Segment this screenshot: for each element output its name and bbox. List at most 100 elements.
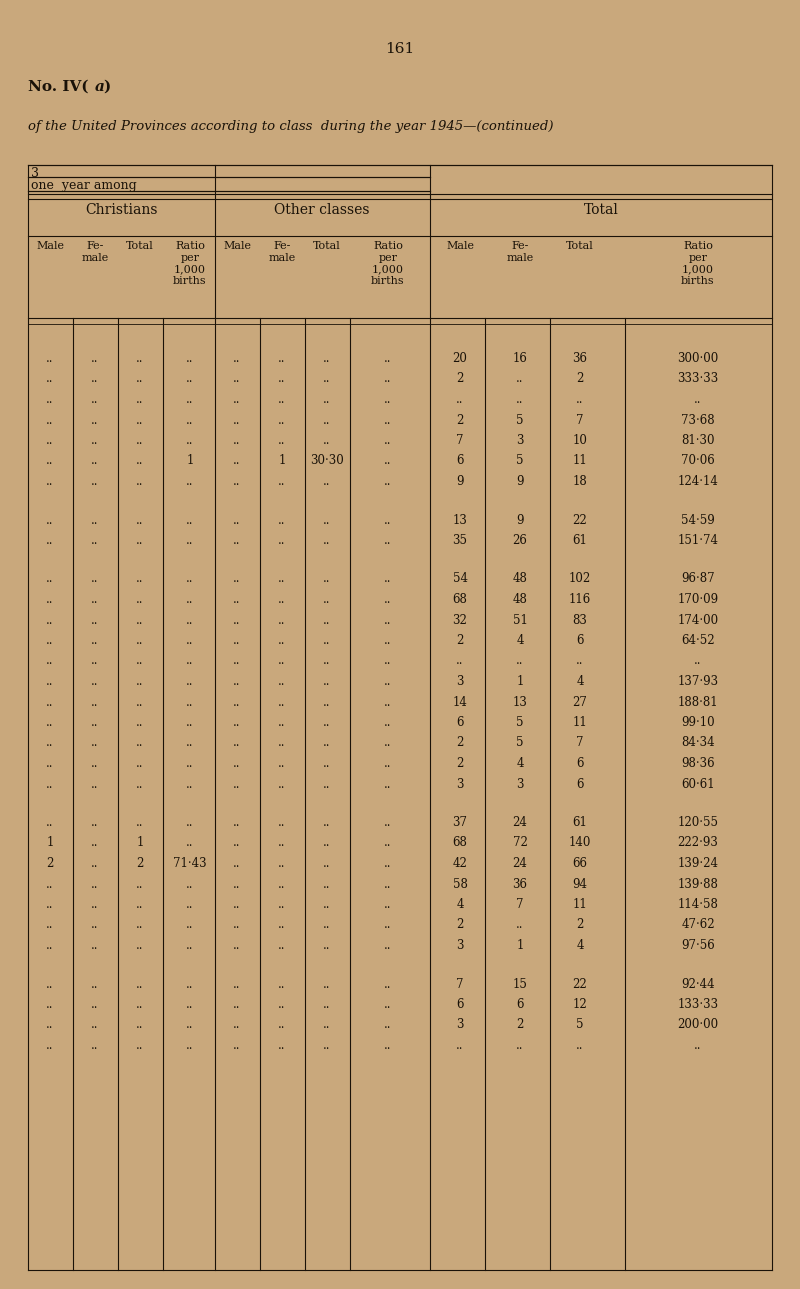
Text: ..: .. <box>91 513 98 526</box>
Text: ..: .. <box>384 898 392 911</box>
Text: ..: .. <box>384 655 392 668</box>
Text: 30·30: 30·30 <box>310 455 344 468</box>
Text: 99·10: 99·10 <box>681 715 715 730</box>
Text: ..: .. <box>278 998 286 1011</box>
Text: 137·93: 137·93 <box>678 675 718 688</box>
Text: ..: .. <box>186 675 194 688</box>
Text: ..: .. <box>91 938 98 953</box>
Text: 73·68: 73·68 <box>681 414 715 427</box>
Text: ..: .. <box>46 373 54 385</box>
Text: ..: .. <box>186 614 194 626</box>
Text: No. IV(: No. IV( <box>28 80 89 94</box>
Text: ..: .. <box>136 414 144 427</box>
Text: 5: 5 <box>516 736 524 749</box>
Text: ..: .. <box>186 476 194 489</box>
Text: ..: .. <box>323 715 330 730</box>
Text: ..: .. <box>323 696 330 709</box>
Text: ..: .. <box>384 393 392 406</box>
Text: 9: 9 <box>456 476 464 489</box>
Text: ..: .. <box>384 414 392 427</box>
Text: 64·52: 64·52 <box>681 634 715 647</box>
Text: ..: .. <box>186 878 194 891</box>
Text: ..: .. <box>136 434 144 447</box>
Text: ..: .. <box>186 938 194 953</box>
Text: ..: .. <box>91 919 98 932</box>
Text: Ratio
per
1,000
births: Ratio per 1,000 births <box>371 241 405 286</box>
Text: ..: .. <box>91 777 98 790</box>
Text: ..: .. <box>91 977 98 990</box>
Text: ..: .. <box>278 373 286 385</box>
Text: Ratio
per
1,000
births: Ratio per 1,000 births <box>681 241 715 286</box>
Text: ..: .. <box>278 736 286 749</box>
Text: ..: .. <box>46 998 54 1011</box>
Text: 27: 27 <box>573 696 587 709</box>
Text: 11: 11 <box>573 455 587 468</box>
Text: 3: 3 <box>516 777 524 790</box>
Text: 139·24: 139·24 <box>678 857 718 870</box>
Text: Male: Male <box>223 241 251 251</box>
Text: ..: .. <box>46 534 54 547</box>
Text: 22: 22 <box>573 977 587 990</box>
Text: ..: .. <box>323 373 330 385</box>
Text: ..: .. <box>46 715 54 730</box>
Text: ..: .. <box>384 1039 392 1052</box>
Text: 61: 61 <box>573 816 587 829</box>
Text: ..: .. <box>46 675 54 688</box>
Text: ..: .. <box>323 816 330 829</box>
Text: ..: .. <box>323 736 330 749</box>
Text: ..: .. <box>136 1018 144 1031</box>
Text: ..: .. <box>384 757 392 770</box>
Text: ..: .. <box>384 938 392 953</box>
Text: 2: 2 <box>456 373 464 385</box>
Text: 16: 16 <box>513 352 527 365</box>
Text: ..: .. <box>91 414 98 427</box>
Text: ..: .. <box>46 634 54 647</box>
Text: 3: 3 <box>456 938 464 953</box>
Text: 3: 3 <box>456 1018 464 1031</box>
Text: ..: .. <box>323 777 330 790</box>
Text: ..: .. <box>234 352 241 365</box>
Text: ..: .. <box>91 1039 98 1052</box>
Text: ..: .. <box>46 878 54 891</box>
Text: ..: .. <box>46 898 54 911</box>
Text: ..: .. <box>91 998 98 1011</box>
Text: 54: 54 <box>453 572 467 585</box>
Text: ..: .. <box>278 715 286 730</box>
Text: 6: 6 <box>576 757 584 770</box>
Text: ..: .. <box>384 373 392 385</box>
Text: ..: .. <box>323 352 330 365</box>
Text: ..: .. <box>91 534 98 547</box>
Text: ..: .. <box>323 614 330 626</box>
Text: 42: 42 <box>453 857 467 870</box>
Text: ..: .. <box>136 614 144 626</box>
Text: ..: .. <box>234 1018 241 1031</box>
Text: 300·00: 300·00 <box>678 352 718 365</box>
Text: ..: .. <box>234 513 241 526</box>
Text: ..: .. <box>234 777 241 790</box>
Text: ..: .. <box>278 434 286 447</box>
Text: 4: 4 <box>456 898 464 911</box>
Text: 7: 7 <box>576 414 584 427</box>
Text: ..: .. <box>234 476 241 489</box>
Text: ..: .. <box>234 736 241 749</box>
Text: ..: .. <box>278 816 286 829</box>
Text: ..: .. <box>136 593 144 606</box>
Text: ..: .. <box>91 634 98 647</box>
Text: ..: .. <box>278 476 286 489</box>
Text: ..: .. <box>234 878 241 891</box>
Text: ..: .. <box>323 938 330 953</box>
Text: ..: .. <box>46 816 54 829</box>
Text: 24: 24 <box>513 816 527 829</box>
Text: 200·00: 200·00 <box>678 1018 718 1031</box>
Text: 70·06: 70·06 <box>681 455 715 468</box>
Text: 92·44: 92·44 <box>681 977 715 990</box>
Text: ..: .. <box>46 476 54 489</box>
Text: ..: .. <box>46 655 54 668</box>
Text: ..: .. <box>278 393 286 406</box>
Text: ): ) <box>103 80 110 94</box>
Text: ..: .. <box>278 977 286 990</box>
Text: ..: .. <box>136 977 144 990</box>
Text: 6: 6 <box>576 777 584 790</box>
Text: 161: 161 <box>386 43 414 55</box>
Text: ..: .. <box>323 1018 330 1031</box>
